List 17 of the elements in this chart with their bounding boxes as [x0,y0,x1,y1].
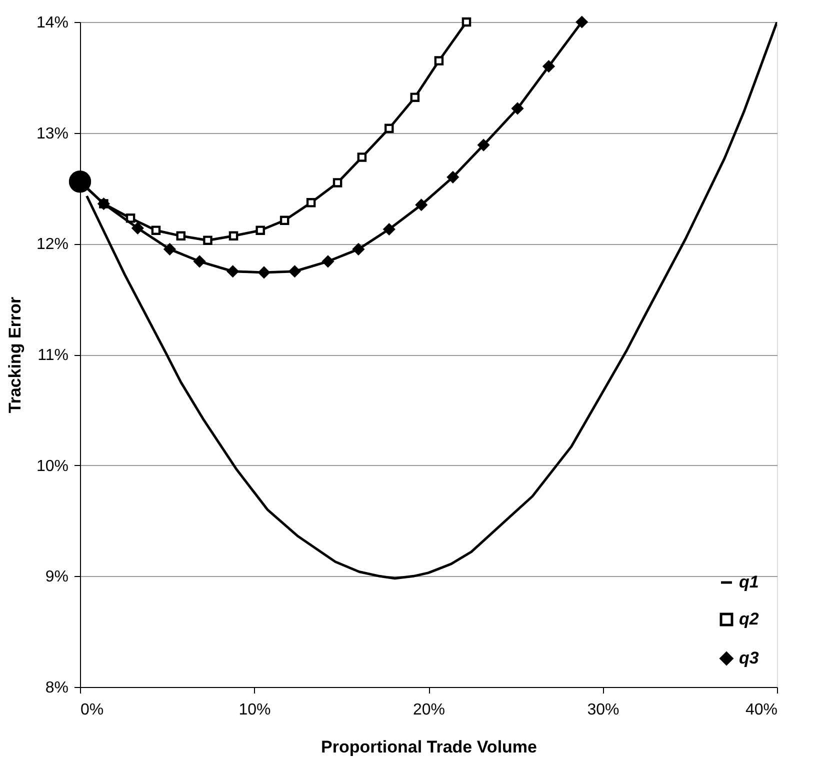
legend-label: q2 [739,610,760,628]
y-tick-label: 10% [36,458,68,475]
y-tick-label: 8% [45,680,68,696]
y-tick-label: 9% [45,568,68,586]
x-tick-label: 0% [80,702,104,718]
y-tick-label: 11% [38,347,68,364]
x-axis-title: Proportional Trade Volume [321,738,537,756]
y-tick-label: 13% [36,125,68,142]
y-axis-title: Tracking Error [5,296,24,414]
legend-label: q3 [739,648,760,668]
y-tick-label: 14% [36,14,68,32]
x-tick-label: 10% [238,702,271,718]
y-tick-label: 12% [36,236,68,254]
x-tick-label: 20% [412,702,446,718]
x-tick-label: 30% [587,702,620,718]
legend-label: q1 [739,572,759,592]
x-tick-label: 40% [745,702,778,718]
